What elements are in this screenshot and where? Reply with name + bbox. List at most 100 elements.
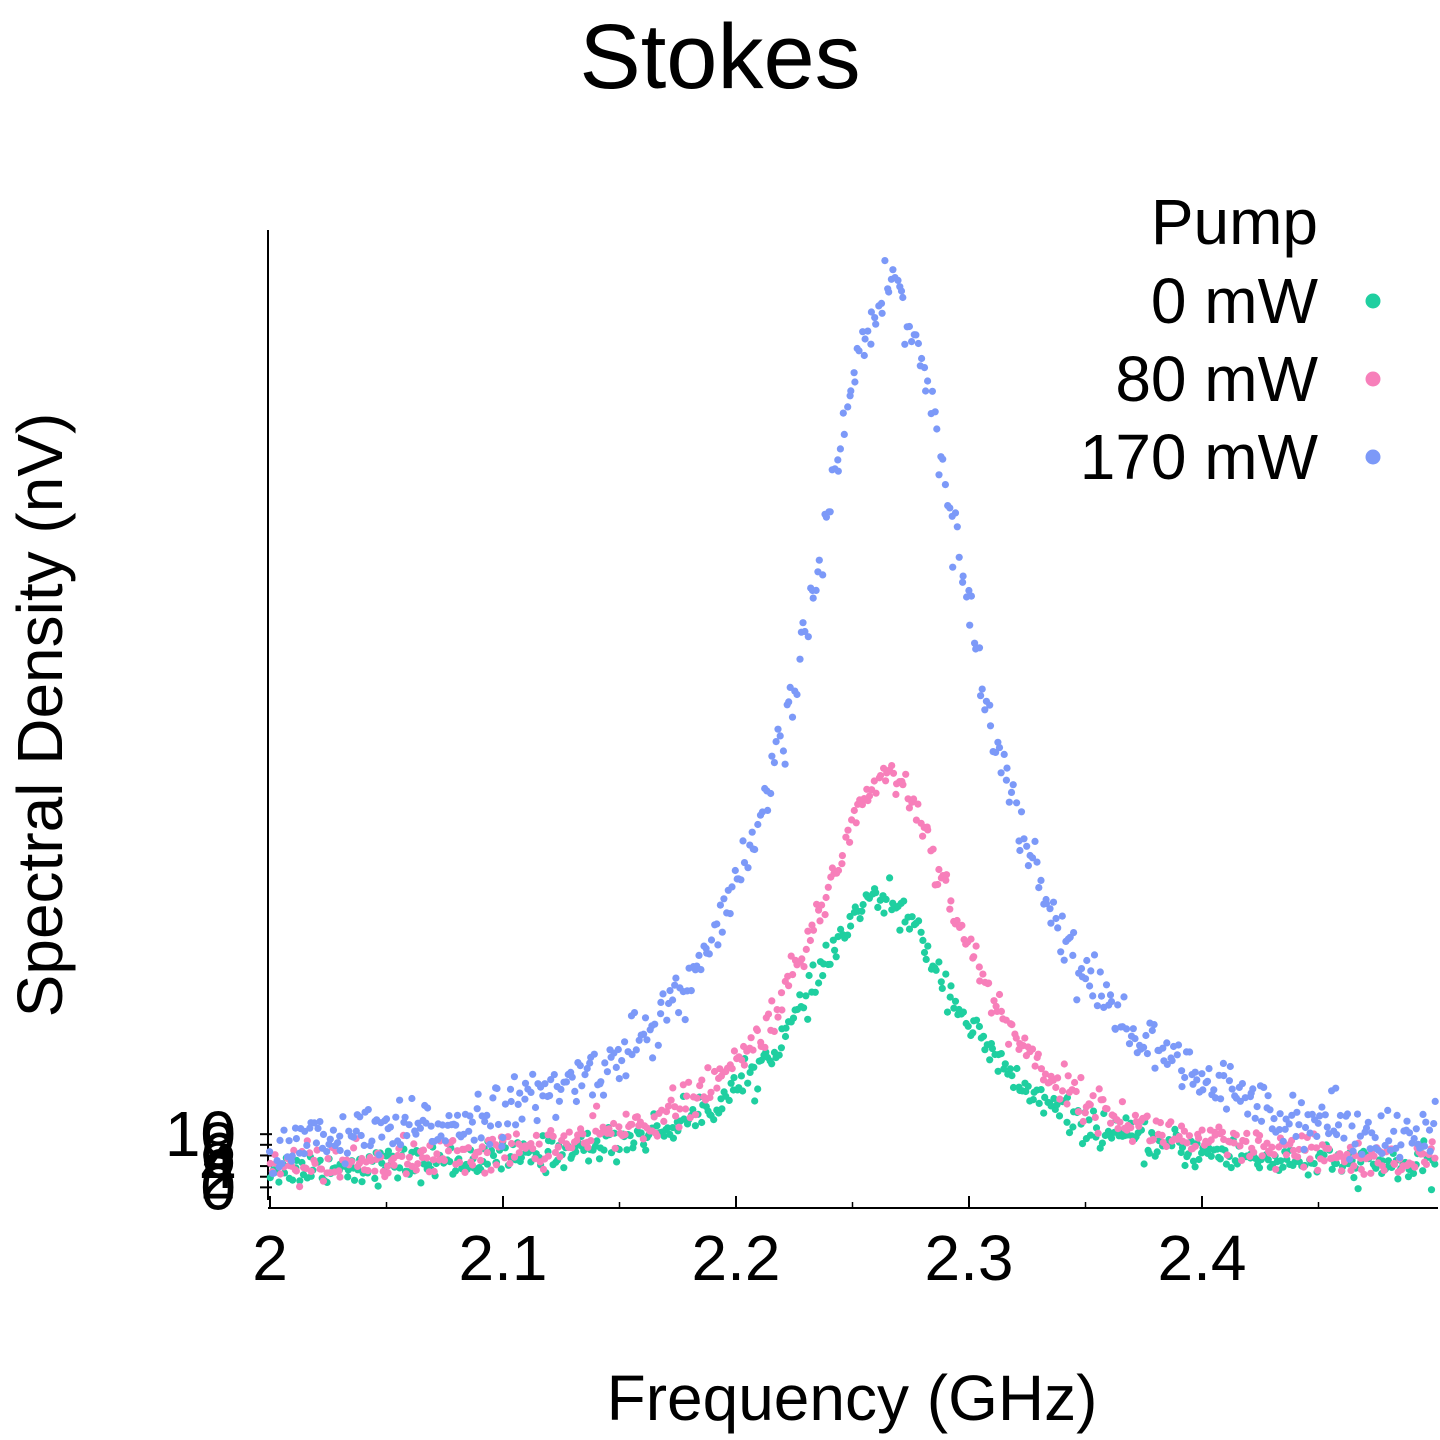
data-point-series-0 [1227,1164,1235,1172]
data-point-series-1 [685,1078,693,1086]
data-point-series-1 [589,1112,597,1120]
data-point-series-2 [533,1117,541,1125]
data-point-series-2 [599,1091,608,1099]
data-point-series-1 [692,1111,700,1119]
data-point-series-2 [1007,788,1016,797]
data-point-series-2 [280,1126,288,1134]
data-point-series-1 [838,860,846,868]
data-point-series-1 [510,1153,519,1161]
data-point-series-0 [1122,1114,1130,1122]
data-point-series-2 [292,1135,300,1143]
data-point-series-2 [1073,996,1081,1004]
data-point-series-2 [975,644,984,652]
data-point-series-0 [1145,1149,1153,1157]
data-point-series-2 [1222,1105,1231,1113]
data-point-series-1 [440,1156,448,1164]
data-point-series-2 [427,1122,435,1130]
data-point-series-2 [1198,1070,1206,1078]
data-point-series-1 [1411,1163,1419,1171]
data-point-series-0 [947,982,955,990]
data-point-series-1 [1207,1136,1215,1144]
data-point-series-2 [1205,1065,1213,1073]
data-point-series-2 [1125,1040,1134,1048]
data-point-series-2 [501,1100,509,1108]
data-point-series-0 [969,1029,977,1037]
data-point-series-1 [610,1119,618,1128]
data-point-series-0 [1419,1167,1427,1175]
data-point-series-2 [1266,1106,1274,1114]
data-point-series-1 [667,1096,675,1104]
data-point-series-2 [1090,951,1099,959]
data-point-series-1 [1081,1109,1089,1117]
data-point-series-2 [452,1121,460,1129]
legend-title: Pump [1151,186,1318,258]
data-point-series-0 [691,1122,700,1130]
data-point-series-2 [1293,1108,1301,1116]
data-point-series-2 [477,1134,485,1142]
data-point-series-2 [357,1131,365,1140]
data-point-series-2 [486,1140,494,1149]
data-point-series-1 [1218,1128,1226,1136]
data-point-series-2 [1364,1118,1372,1126]
data-point-series-2 [995,744,1004,752]
data-point-series-1 [749,1046,757,1054]
data-point-series-2 [826,508,834,516]
data-point-series-2 [1016,846,1024,855]
data-point-series-2 [588,1091,597,1099]
data-point-series-2 [779,747,788,755]
data-point-series-1 [348,1158,356,1166]
data-point-series-0 [832,953,840,961]
data-point-series-1 [1236,1142,1244,1150]
legend-marker [1365,449,1381,465]
data-point-series-2 [839,409,847,417]
data-point-series-0 [972,1016,981,1024]
data-point-series-2 [1077,965,1086,973]
data-points [266,257,1439,1194]
data-point-series-1 [1054,1074,1062,1082]
data-point-series-1 [1325,1145,1333,1153]
data-point-series-2 [997,769,1005,777]
data-point-series-1 [1350,1162,1358,1170]
y-tick-label: 8 [200,1109,236,1181]
data-point-series-2 [1093,1002,1101,1010]
data-point-series-2 [1111,1025,1119,1033]
data-point-series-1 [412,1166,420,1174]
data-point-series-2 [867,340,875,348]
data-point-series-2 [576,1062,584,1070]
data-point-series-2 [1159,1044,1167,1052]
data-point-series-1 [929,845,937,853]
data-point-series-2 [1405,1129,1414,1137]
data-point-series-0 [896,926,904,934]
data-point-series-2 [1069,951,1077,960]
data-point-series-2 [1238,1080,1246,1088]
data-point-series-1 [1167,1118,1175,1126]
data-point-series-2 [992,748,1000,757]
data-point-series-0 [497,1165,505,1173]
data-point-series-1 [506,1159,514,1167]
data-point-series-2 [1306,1129,1314,1137]
data-point-series-0 [1009,1083,1018,1092]
data-point-series-2 [1028,854,1037,862]
data-point-series-1 [942,876,950,884]
data-point-series-2 [726,910,734,918]
data-point-series-0 [874,903,882,912]
data-point-series-0 [751,1097,759,1105]
data-point-series-2 [326,1135,334,1143]
data-point-series-0 [781,1032,790,1041]
data-point-series-2 [1058,912,1066,920]
data-point-series-2 [1033,858,1041,866]
data-point-series-2 [1349,1147,1357,1155]
data-point-series-1 [889,769,898,777]
data-point-series-2 [352,1127,360,1135]
data-point-series-1 [1021,1034,1029,1042]
data-point-series-2 [908,338,916,346]
data-point-series-2 [672,974,680,982]
data-point-series-2 [356,1113,364,1121]
data-point-series-1 [556,1153,564,1161]
data-point-series-0 [994,1067,1002,1075]
data-point-series-2 [465,1127,473,1135]
data-point-series-0 [374,1182,382,1190]
data-point-series-2 [1257,1117,1266,1125]
data-point-series-1 [383,1162,392,1170]
data-point-series-0 [1264,1156,1272,1164]
